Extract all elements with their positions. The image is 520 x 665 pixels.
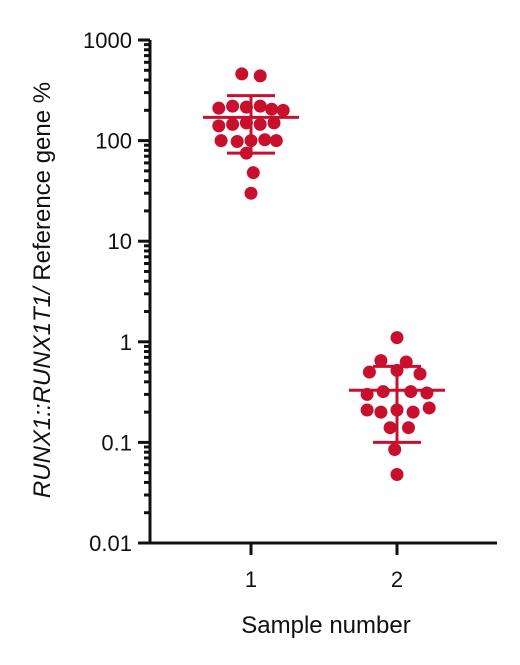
data-point [244, 186, 258, 200]
x-tick-label: 2 [391, 567, 403, 592]
y-tick-label: 0.01 [89, 531, 132, 556]
y-tick-label: 1000 [83, 28, 132, 53]
data-point [383, 421, 397, 435]
data-point [265, 102, 279, 116]
data-point [362, 365, 376, 379]
data-point [253, 69, 267, 83]
data-point [258, 133, 272, 147]
data-points [212, 67, 436, 481]
y-axis-title-part: Reference gene % [29, 82, 56, 287]
data-point [253, 99, 267, 113]
data-point [360, 403, 374, 417]
data-point [406, 405, 420, 419]
data-point [226, 117, 240, 131]
data-point [390, 467, 404, 481]
y-tick-label: 100 [95, 129, 132, 154]
data-point [420, 386, 434, 400]
data-point [269, 134, 283, 148]
data-point [212, 119, 226, 133]
y-tick-label: 1 [120, 330, 132, 355]
data-point [374, 354, 388, 368]
data-point [230, 134, 244, 148]
data-point [267, 116, 281, 130]
x-axis-title: Sample number [241, 612, 410, 639]
y-axis-title-part: RUNX1::RUNX1T1/ [29, 285, 56, 498]
data-point [276, 103, 290, 117]
data-point [413, 367, 427, 381]
data-point [212, 101, 226, 115]
data-point [246, 166, 260, 180]
data-point [374, 405, 388, 419]
data-point [422, 401, 436, 415]
data-point [214, 134, 228, 148]
data-point [402, 421, 415, 435]
y-tick-label: 10 [108, 229, 132, 254]
data-point [226, 99, 240, 113]
data-point [253, 117, 267, 131]
data-point [388, 443, 402, 457]
y-tick-label: 0.1 [101, 430, 132, 455]
x-tick-label: 1 [245, 567, 257, 592]
y-axis-title: RUNX1::RUNX1T1/ Reference gene % [29, 82, 56, 498]
y-axis: 0.01 0.1 1 10 100 1000 [83, 28, 152, 556]
data-point [235, 67, 249, 81]
error-bars [203, 94, 445, 444]
data-point [390, 331, 404, 345]
